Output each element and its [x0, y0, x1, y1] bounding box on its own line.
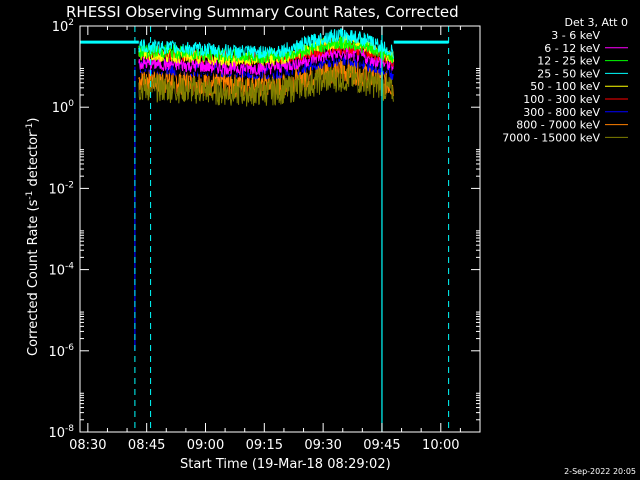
y-axis-label-middle: detector	[26, 131, 41, 191]
legend-header: Det 3, Att 0	[565, 16, 629, 29]
x-tick-label: 09:45	[363, 438, 400, 453]
y-tick-exponent: 0	[68, 99, 74, 109]
x-tick-label: 08:45	[128, 438, 165, 453]
y-tick-exponent: -2	[65, 180, 74, 190]
y-axis-label-suffix: )	[26, 118, 41, 123]
y-tick-label: 10-2	[48, 180, 74, 197]
legend-label: 50 - 100 keV	[530, 80, 600, 93]
legend-label: 3 - 6 keV	[551, 29, 600, 42]
y-tick-label: 10-8	[48, 424, 74, 441]
legend-label: 300 - 800 keV	[523, 106, 600, 119]
y-axis-label: Corrected Count Rate (s-1 detector-1)	[25, 118, 41, 356]
y-tick-exponent: -8	[65, 424, 74, 434]
x-tick-label: 08:30	[69, 438, 106, 453]
series-line-1	[138, 46, 394, 77]
legend-label: 12 - 25 keV	[537, 55, 600, 68]
y-axis-label-prefix: Corrected Count Rate (s	[26, 199, 41, 356]
y-axis-label-exponent-2: -1	[25, 123, 35, 132]
y-tick-base: 10	[52, 20, 69, 35]
x-tick-label: 09:30	[304, 438, 341, 453]
chart-title: RHESSI Observing Summary Count Rates, Co…	[66, 3, 459, 21]
y-tick-label: 10-6	[48, 343, 74, 360]
y-tick-label: 100	[52, 99, 75, 116]
x-tick-label: 10:00	[422, 438, 459, 453]
y-tick-base: 10	[48, 264, 65, 279]
y-tick-exponent: -4	[65, 262, 74, 272]
x-axis-label: Start Time (19-Mar-18 08:29:02)	[180, 457, 391, 472]
legend-label: 800 - 7000 keV	[516, 119, 600, 132]
y-tick-base: 10	[48, 182, 65, 197]
series-marks	[134, 27, 394, 351]
legend-label: 7000 - 15000 keV	[502, 131, 600, 144]
footer-timestamp: 2-Sep-2022 20:05	[564, 467, 636, 476]
y-tick-base: 10	[48, 426, 65, 441]
x-tick-label: 09:15	[246, 438, 283, 453]
x-axis: 08:30 08:45 09:00 09:15 09:30 09:45 10:00	[69, 26, 481, 453]
series-line-3	[138, 27, 394, 59]
x-tick-label: 09:00	[187, 438, 224, 453]
series-line-8	[138, 64, 394, 107]
legend-label: 100 - 300 keV	[523, 93, 600, 106]
y-tick-exponent: 2	[68, 18, 74, 28]
legend-label: 25 - 50 keV	[537, 67, 600, 80]
legend-label: 6 - 12 keV	[544, 42, 600, 55]
y-tick-label: 10-4	[48, 262, 74, 279]
y-axis-label-exponent-1: -1	[25, 191, 35, 200]
y-tick-label: 102	[52, 18, 74, 35]
y-tick-exponent: -6	[65, 343, 74, 353]
y-tick-base: 10	[52, 101, 69, 116]
y-tick-base: 10	[48, 345, 65, 360]
plot-frame	[79, 25, 481, 433]
